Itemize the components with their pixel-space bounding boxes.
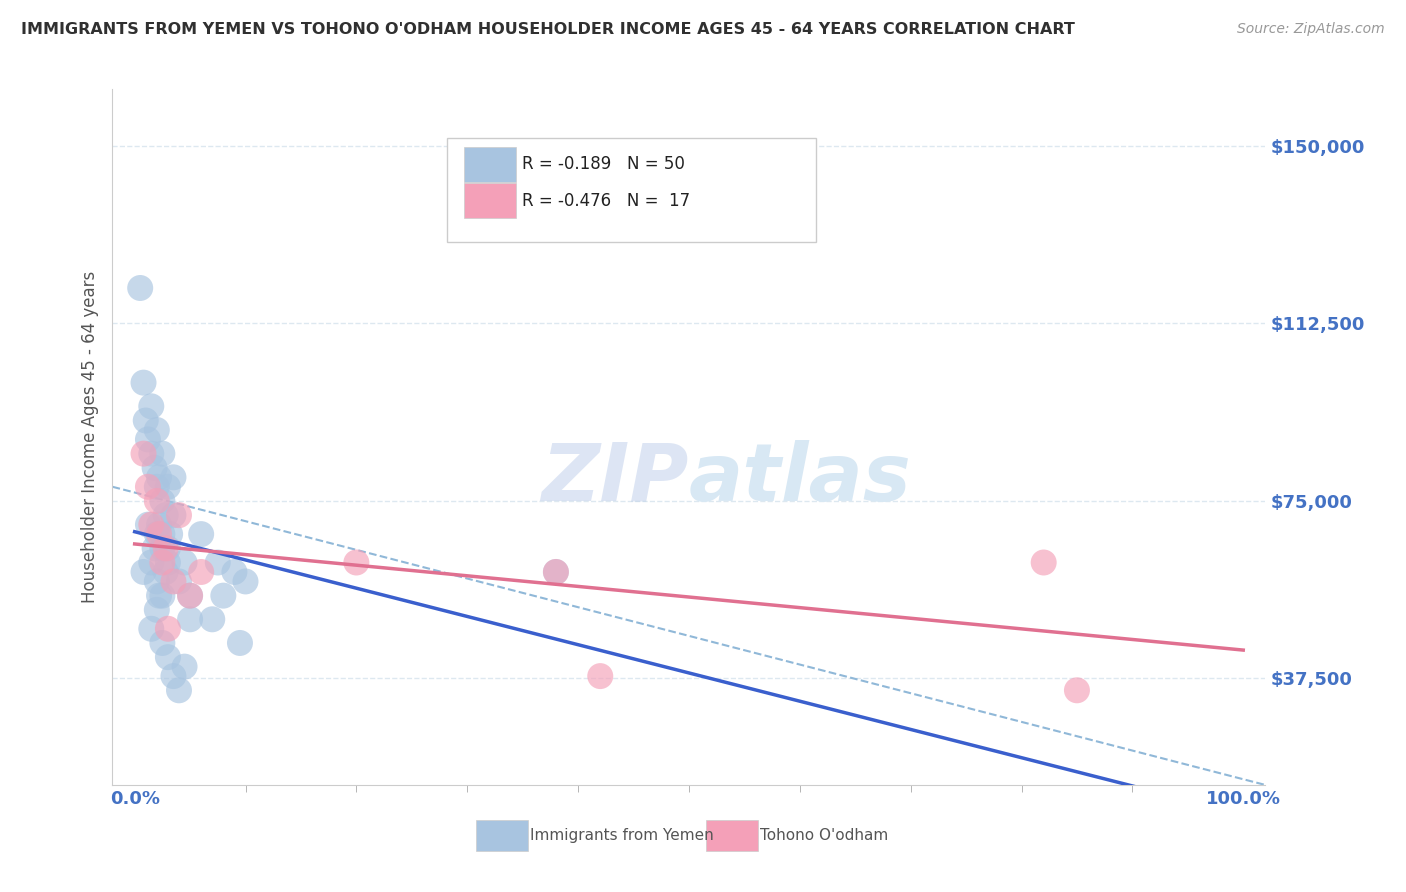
Point [136,433,159,447]
Point [146,527,169,541]
Point [150,589,173,603]
Point [141,447,163,461]
Point [132,447,155,461]
Point [136,480,159,494]
Text: Tohono O'odham: Tohono O'odham [761,829,889,843]
Point [224,565,246,579]
Point [155,508,177,523]
Point [150,636,173,650]
Point [589,669,612,683]
Text: Source: ZipAtlas.com: Source: ZipAtlas.com [1237,22,1385,37]
Point [544,565,567,579]
Point [201,612,224,626]
Point [167,508,190,523]
Text: atlas: atlas [689,440,911,518]
Point [162,508,184,523]
Point [190,565,212,579]
Point [148,527,170,541]
Point [146,423,169,437]
FancyBboxPatch shape [447,138,815,243]
Point [143,541,166,556]
Point [235,574,257,589]
Point [1066,683,1088,698]
Point [132,376,155,390]
Point [179,612,201,626]
Point [155,565,177,579]
Point [344,556,367,570]
Point [146,480,169,494]
Point [156,541,179,556]
Point [212,589,235,603]
Y-axis label: Householder Income Ages 45 - 64 years: Householder Income Ages 45 - 64 years [80,271,98,603]
Point [146,603,169,617]
Point [146,574,169,589]
Point [173,556,195,570]
FancyBboxPatch shape [706,820,758,851]
FancyBboxPatch shape [464,183,516,218]
Point [544,565,567,579]
Point [146,494,169,508]
Point [156,556,179,570]
Point [156,622,179,636]
Point [141,556,163,570]
Text: Immigrants from Yemen: Immigrants from Yemen [530,829,714,843]
Text: R = -0.189   N = 50: R = -0.189 N = 50 [522,155,685,173]
Point [150,527,173,541]
Point [173,659,195,673]
Point [150,447,173,461]
Text: ZIP: ZIP [541,440,689,518]
Point [190,527,212,541]
Point [148,470,170,484]
Point [156,480,179,494]
Point [141,400,163,414]
Point [167,574,190,589]
Point [141,622,163,636]
Point [156,650,179,665]
Point [150,494,173,508]
FancyBboxPatch shape [464,147,516,182]
Point [136,517,159,532]
Point [179,589,201,603]
Point [167,683,190,698]
Text: R = -0.476   N =  17: R = -0.476 N = 17 [522,192,690,210]
Point [162,470,184,484]
Point [179,589,201,603]
Point [148,589,170,603]
Text: IMMIGRANTS FROM YEMEN VS TOHONO O'ODHAM HOUSEHOLDER INCOME AGES 45 - 64 YEARS CO: IMMIGRANTS FROM YEMEN VS TOHONO O'ODHAM … [21,22,1076,37]
Point [1032,556,1054,570]
Point [159,527,181,541]
Point [143,460,166,475]
FancyBboxPatch shape [475,820,527,851]
Point [135,413,157,427]
Point [150,541,173,556]
Point [150,556,173,570]
Point [229,636,252,650]
Point [155,541,177,556]
Point [141,517,163,532]
Point [162,574,184,589]
Point [148,517,170,532]
Point [132,565,155,579]
Point [129,281,152,295]
Point [162,669,184,683]
Point [207,556,229,570]
